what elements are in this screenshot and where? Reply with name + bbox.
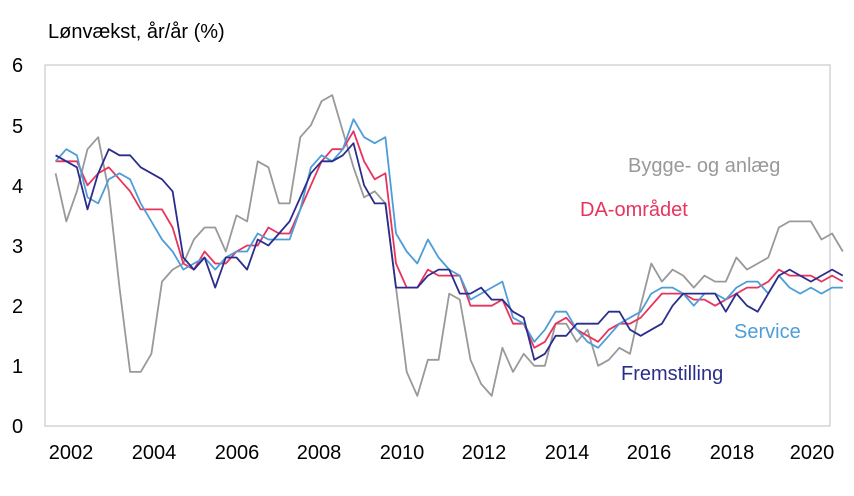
x-tick-label: 2016 bbox=[627, 442, 672, 464]
x-tick-label: 2006 bbox=[215, 442, 260, 464]
y-ticks: 0 1 2 3 4 5 6 bbox=[12, 55, 23, 438]
y-axis-label: Lønvækst, år/år (%) bbox=[48, 21, 225, 43]
x-tick-label: 2010 bbox=[380, 442, 425, 464]
series-label-fremstilling: Fremstilling bbox=[621, 363, 723, 385]
x-tick-label: 2018 bbox=[710, 442, 755, 464]
y-tick-label: 1 bbox=[12, 356, 23, 378]
y-tick-label: 3 bbox=[12, 236, 23, 258]
x-tick-label: 2014 bbox=[545, 442, 590, 464]
x-tick-label: 2012 bbox=[462, 442, 507, 464]
series-label-bygge: Bygge- og anlæg bbox=[628, 155, 780, 177]
series-label-da: DA-området bbox=[580, 199, 688, 221]
x-tick-label: 2008 bbox=[297, 442, 342, 464]
series-line-3 bbox=[55, 142, 844, 361]
series-lines bbox=[54, 94, 844, 397]
x-ticks: 2002 2004 2006 2008 2010 2012 2014 2016 … bbox=[49, 442, 835, 464]
series-line-0 bbox=[54, 94, 844, 397]
y-tick-label: 5 bbox=[12, 116, 23, 138]
y-tick-label: 6 bbox=[12, 55, 23, 77]
y-tick-label: 2 bbox=[12, 296, 23, 318]
x-tick-label: 2004 bbox=[132, 442, 177, 464]
x-tick-label: 2020 bbox=[790, 442, 835, 464]
series-annotations: Bygge- og anlæg DA-området Service Frems… bbox=[580, 155, 801, 385]
y-tick-label: 4 bbox=[12, 176, 23, 198]
series-label-service: Service bbox=[734, 321, 801, 343]
series-line-1 bbox=[55, 130, 844, 349]
x-tick-label: 2002 bbox=[49, 442, 94, 464]
plot-frame bbox=[44, 64, 831, 427]
y-tick-label: 0 bbox=[12, 416, 23, 438]
